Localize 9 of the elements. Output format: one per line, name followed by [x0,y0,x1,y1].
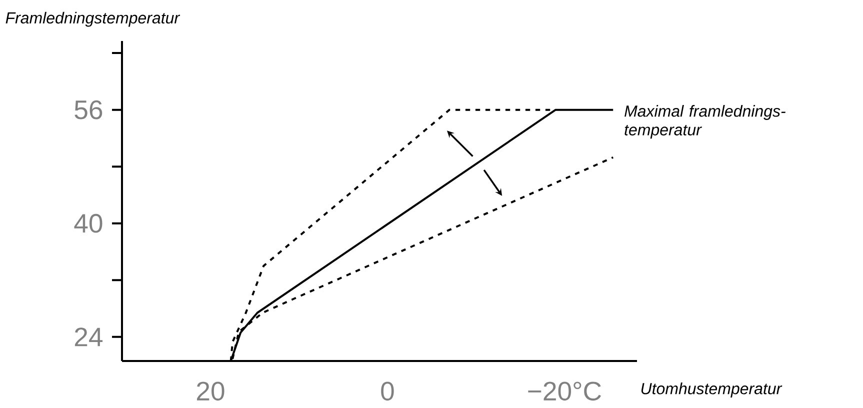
annotation: Maximal framlednings- temperatur [624,105,786,139]
y-tick-label: 24 [74,328,103,346]
y-tick-label: 40 [74,214,102,233]
y-tick-label: 56 [74,100,102,120]
x-tick-label: 20 [196,382,224,401]
x-tick-label: −20°C [528,382,601,401]
y-axis-title: Framledningstemperatur [6,12,180,27]
x-tick-label: 0 [381,382,394,401]
x-axis-title: Utomhustemperatur [641,382,782,398]
